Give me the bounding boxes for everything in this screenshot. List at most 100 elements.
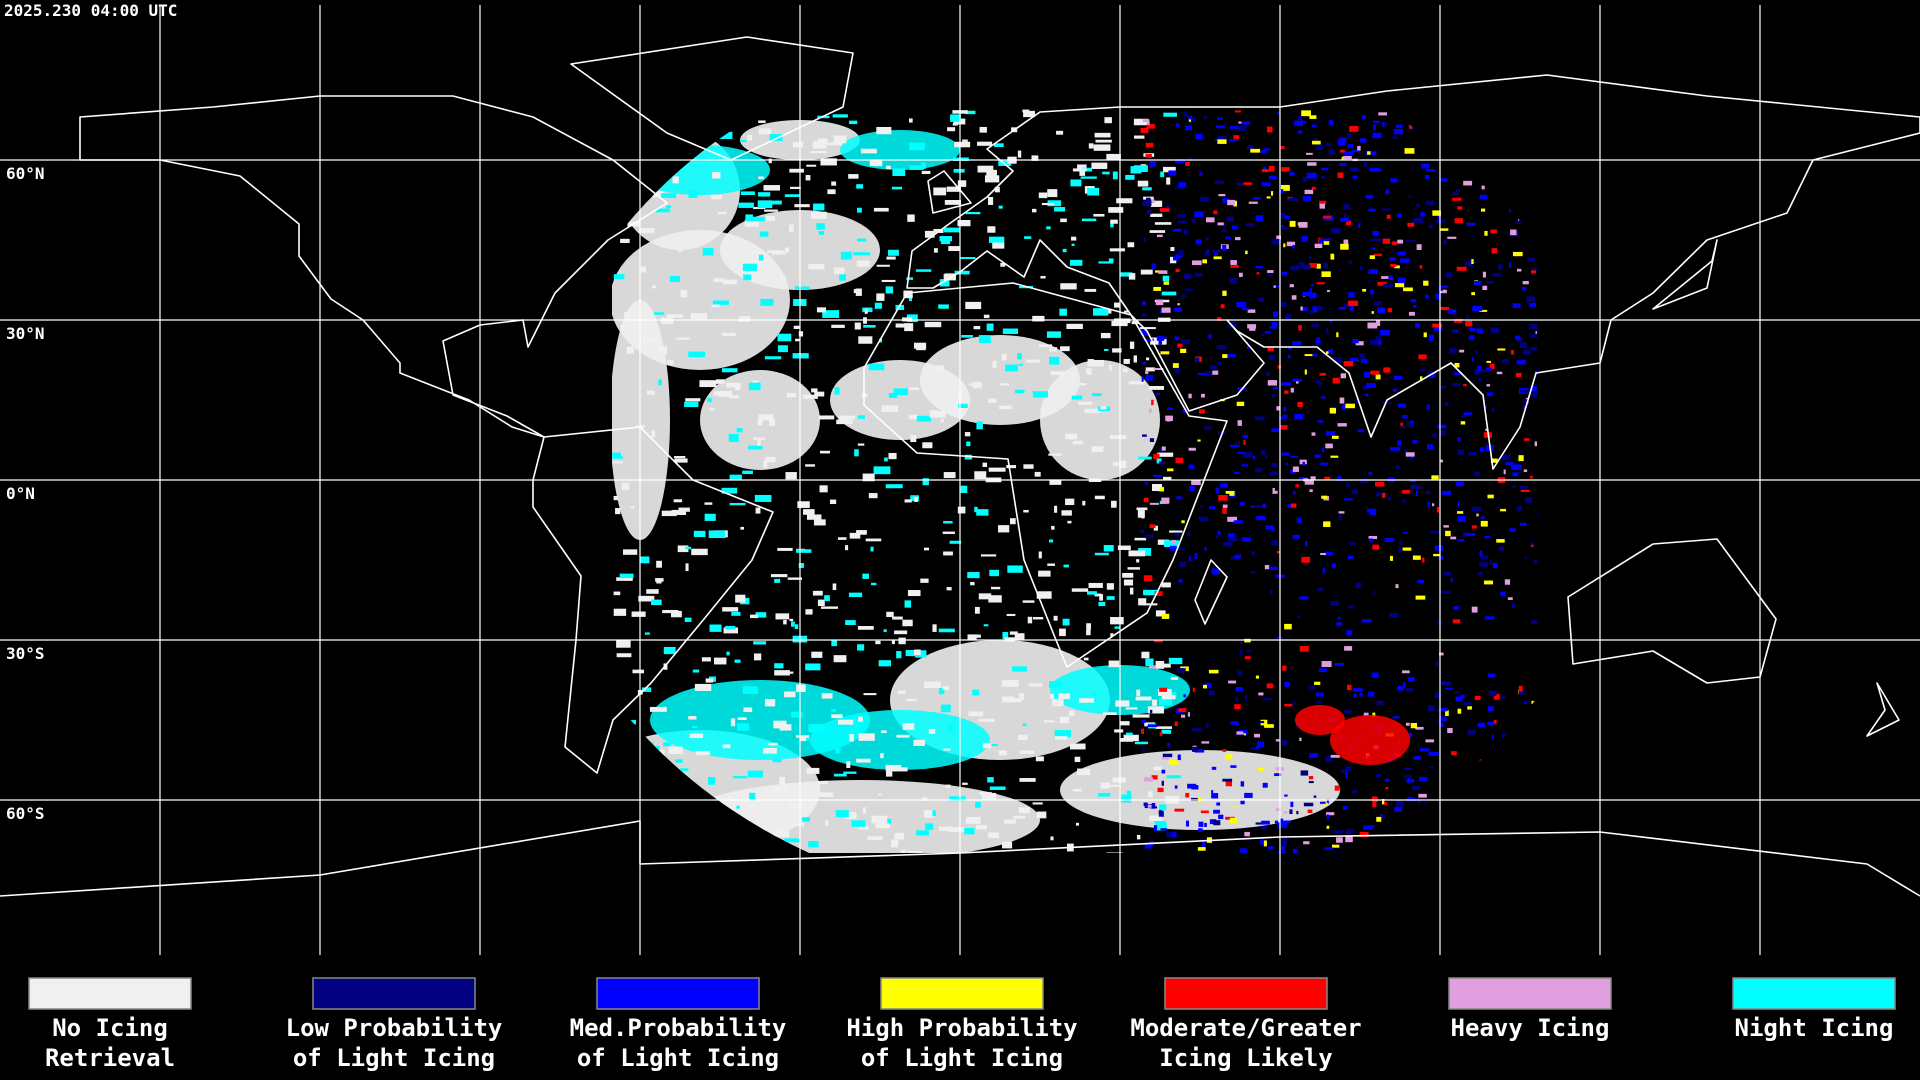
icing-speck [1149,524,1156,529]
icing-speck [1449,347,1457,354]
icing-speck [1456,449,1464,455]
icing-speck [1275,739,1280,742]
cloud-speck [965,211,981,215]
cloud-speck [1023,110,1035,118]
cloud-speck [718,391,733,397]
icing-speck [1410,298,1416,303]
icing-speck [1320,695,1323,699]
icing-speck [1176,668,1186,673]
cloud-speck [944,199,962,205]
icing-speck [1345,766,1352,771]
cloud-speck [1052,699,1064,707]
icing-speck [1229,492,1235,496]
icing-speck [1320,396,1326,399]
cloud [1060,750,1340,830]
icing-speck [1413,756,1422,760]
cloud-speck [735,594,746,603]
icing-speck [1292,341,1302,345]
icing-speck [1281,382,1291,386]
icing-speck [1142,434,1147,437]
icing-speck [1321,176,1325,179]
icing-speck [1246,345,1250,349]
cloud-speck [805,609,813,615]
icing-speck [1457,206,1463,210]
cloud-speck [915,650,927,658]
icing-speck [1292,466,1299,472]
legend-label: No Icing [52,1014,168,1042]
icing-speck [1155,299,1164,306]
icing-speck [1301,235,1308,242]
cloud-speck [1071,372,1075,378]
icing-speck [1212,370,1219,375]
icing-speck [1217,222,1225,226]
cloud-speck [960,485,968,494]
cloud-speck [688,190,698,198]
latitude-label: 60°S [6,804,45,823]
icing-speck [1222,229,1227,233]
cloud-speck [929,410,946,418]
icing-speck [1307,162,1317,166]
icing-speck [1229,817,1238,824]
icing-speck [1161,757,1169,760]
cloud-speck [753,653,762,661]
cloud-speck [768,742,778,746]
cloud-speck [1114,729,1124,733]
icing-speck [1179,561,1186,568]
icing-speck [1460,694,1465,699]
icing-speck [1268,354,1276,360]
icing-speck [1254,733,1260,738]
icing-speck [1359,831,1369,838]
icing-speck [1407,778,1411,784]
icing-speck [1156,234,1163,238]
icing-speck [1271,238,1281,245]
cloud-speck [854,322,861,330]
icing-speck [1313,795,1317,798]
icing-speck [1412,555,1421,560]
icing-speck [1405,452,1415,457]
cloud-speck [685,398,701,402]
icing-speck [1255,675,1260,679]
icing-speck [1440,430,1446,436]
icing-speck [1159,461,1165,465]
icing-speck [1460,414,1468,418]
icing-speck [1273,386,1279,390]
cloud-speck [817,599,825,607]
icing-speck [1297,116,1303,121]
cloud-speck [862,807,866,814]
cloud-speck [863,693,877,696]
cloud-speck [1054,207,1066,212]
cloud-speck [772,759,782,763]
icing-speck [1390,447,1400,451]
icing-patch [1295,705,1345,735]
icing-speck [1168,170,1177,176]
cloud-speck [613,274,625,280]
cloud-speck [797,501,810,508]
cloud-speck [962,139,968,142]
icing-speck [1336,837,1343,843]
icing-speck [1166,206,1169,209]
cloud-speck [1058,693,1070,700]
icing-speck [1493,693,1500,700]
icing-speck [1297,130,1303,134]
icing-speck [1153,453,1160,459]
icing-speck [1373,120,1380,123]
cloud-speck [1086,629,1091,636]
icing-speck [1314,243,1323,249]
icing-speck [1347,605,1354,609]
cloud-speck [1041,202,1055,206]
icing-speck [1259,720,1265,724]
icing-speck [1326,825,1330,829]
cloud-speck [777,345,788,353]
icing-speck [1174,158,1185,163]
cloud-speck [1071,383,1087,386]
cloud-speck [862,473,875,482]
icing-speck [1217,530,1221,535]
icing-speck [1382,401,1392,404]
cloud-speck [705,678,714,683]
icing-speck [1509,528,1517,532]
icing-speck [1329,320,1333,323]
icing-speck [1201,393,1205,398]
icing-speck [1334,830,1344,834]
icing-speck [1263,840,1267,847]
cloud-speck [1084,408,1101,414]
